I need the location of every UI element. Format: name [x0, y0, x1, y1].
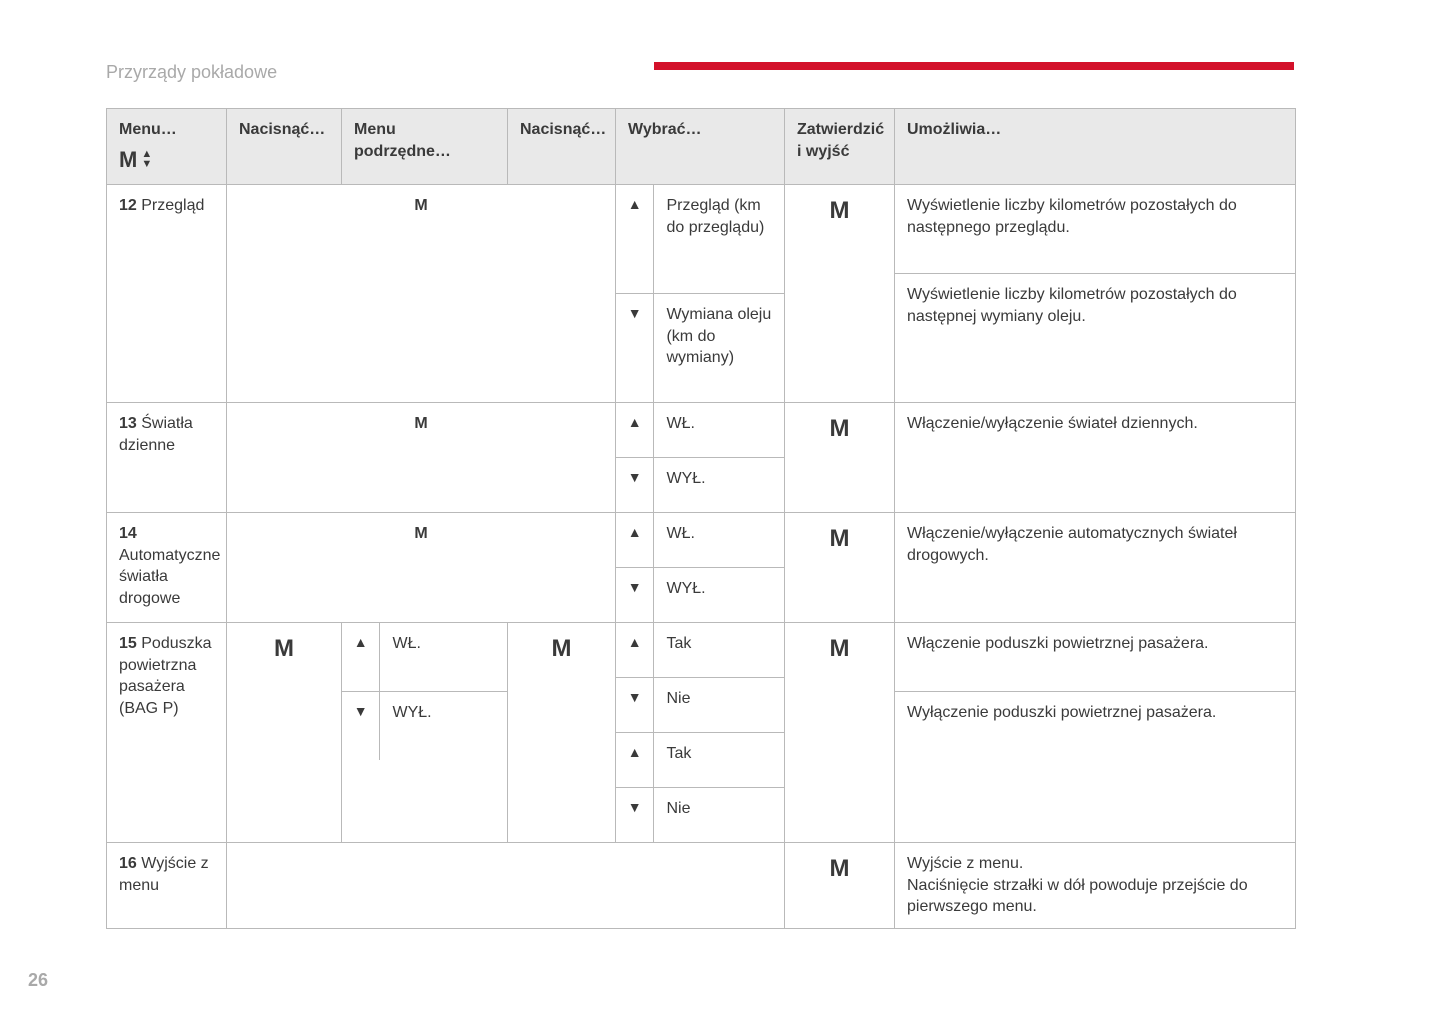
- table-row: 16 Wyjście z menu M Wyjście z menu. Naci…: [107, 842, 1295, 928]
- select-option: Tak: [654, 733, 784, 767]
- table-row: 15 Poduszka powietrzna pasażera (BAG P) …: [107, 622, 1295, 842]
- select-option: Nie: [654, 788, 784, 822]
- menu-title-cell: 16 Wyjście z menu: [107, 843, 227, 928]
- desc-text: Włączenie/wyłączenie automatycznych świa…: [895, 513, 1295, 622]
- menu-title-cell: 15 Poduszka powietrzna pasażera (BAG P): [107, 623, 227, 842]
- up-arrow-icon: ▲: [616, 513, 654, 567]
- press-m-merged: M: [227, 513, 616, 622]
- select-option: WYŁ.: [654, 568, 784, 602]
- header-confirm-line1: Zatwierdzić: [797, 121, 884, 138]
- desc-text: Wyświetlenie liczby kilometrów pozostały…: [895, 273, 1295, 361]
- up-arrow-icon: ▲: [616, 403, 654, 457]
- row-title-text: Przegląd: [141, 197, 204, 214]
- press-m-cell: M: [508, 623, 616, 842]
- m-icon: M: [830, 853, 850, 885]
- select-stack: ▲ Tak ▼ Nie ▲ Tak ▼ Nie: [616, 623, 785, 842]
- col-press2-header: Nacisnąć…: [508, 109, 616, 184]
- m-icon: M: [830, 413, 850, 445]
- col-submenu-header: Menu podrzędne…: [342, 109, 508, 184]
- down-arrow-icon: ▼: [616, 568, 654, 622]
- row-title-text: Automatyczne światła drogowe: [119, 547, 220, 607]
- submenu-option: WŁ.: [380, 623, 507, 691]
- m-icon: M: [402, 185, 439, 227]
- press-m-merged: M: [227, 403, 616, 512]
- menu-title-cell: 14 Automatyczne światła drogowe: [107, 513, 227, 622]
- col-desc-header: Umożliwia…: [895, 109, 1295, 184]
- down-arrow-icon: ▼: [616, 678, 654, 732]
- confirm-cell: M: [785, 623, 895, 842]
- up-arrow-icon: ▲: [616, 733, 654, 787]
- table-row: 14 Automatyczne światła drogowe M ▲ WŁ. …: [107, 512, 1295, 622]
- select-option: WYŁ.: [654, 458, 784, 492]
- menu-title-cell: 13 Światła dzienne: [107, 403, 227, 512]
- row-number: 15: [119, 635, 137, 652]
- down-arrow-icon: ▼: [616, 788, 654, 842]
- desc-stack: Włączenie poduszki powietrznej pasażera.…: [895, 623, 1295, 842]
- m-icon: M: [402, 403, 439, 445]
- submenu-stack: ▲ WŁ. ▼ WYŁ.: [342, 623, 508, 842]
- select-stack: ▲ WŁ. ▼ WYŁ.: [616, 513, 785, 622]
- down-arrow-icon: ▼: [616, 294, 654, 402]
- m-icon: M: [552, 633, 572, 665]
- down-arrow-icon: ▼: [141, 159, 152, 169]
- select-stack: ▲ WŁ. ▼ WYŁ.: [616, 403, 785, 512]
- confirm-cell: M: [785, 513, 895, 622]
- row-number: 13: [119, 415, 137, 432]
- desc-text: Wyjście z menu. Naciśnięcie strzałki w d…: [895, 843, 1295, 928]
- up-arrow-icon: ▲: [616, 623, 654, 677]
- m-icon: M: [274, 633, 294, 665]
- desc-text: Wyłączenie poduszki powietrznej pasażera…: [895, 691, 1295, 759]
- page: Przyrządy pokładowe 26 Menu… M ▲ ▼ Nacis…: [0, 0, 1445, 1019]
- select-option: Wymiana oleju (km do wymiany): [654, 294, 784, 382]
- row-number: 14: [119, 525, 137, 542]
- confirm-cell: M: [785, 185, 895, 402]
- select-option: WŁ.: [654, 403, 784, 437]
- header-submenu-label: Menu podrzędne…: [342, 109, 507, 172]
- up-arrow-icon: ▲: [616, 185, 654, 293]
- col-press1-header: Nacisnąć…: [227, 109, 342, 184]
- m-icon: M: [830, 523, 850, 555]
- menu-title-cell: 12 Przegląd: [107, 185, 227, 402]
- select-option: Nie: [654, 678, 784, 712]
- select-stack: ▲ Przegląd (km do przeglądu) ▼ Wymiana o…: [616, 185, 785, 402]
- accent-bar: [654, 62, 1294, 70]
- header-select-label: Wybrać…: [616, 109, 784, 151]
- table-row: 13 Światła dzienne M ▲ WŁ. ▼ WYŁ.: [107, 402, 1295, 512]
- table-row: 12 Przegląd M ▲ Przegląd (km do przegląd…: [107, 184, 1295, 402]
- down-arrow-icon: ▼: [616, 458, 654, 512]
- confirm-cell: M: [785, 403, 895, 512]
- submenu-option: WYŁ.: [380, 692, 507, 760]
- m-icon: M: [402, 513, 439, 555]
- press-m-cell: M: [227, 623, 342, 842]
- desc-text: Wyświetlenie liczby kilometrów pozostały…: [895, 185, 1295, 273]
- select-option: Przegląd (km do przeglądu): [654, 185, 784, 273]
- header-menu-label: Menu…: [119, 119, 214, 141]
- select-option: Tak: [654, 623, 784, 657]
- select-option: WŁ.: [654, 513, 784, 547]
- desc-text: Włączenie poduszki powietrznej pasażera.: [895, 623, 1295, 691]
- col-confirm-header: Zatwierdzić i wyjść: [785, 109, 895, 184]
- empty-merged-cell: [227, 843, 785, 928]
- m-icon: M: [830, 195, 850, 227]
- section-title: Przyrządy pokładowe: [106, 62, 277, 83]
- row-number: 16: [119, 855, 137, 872]
- header-confirm-line2: i wyjść: [797, 143, 849, 160]
- header-menu-icon: M ▲ ▼: [119, 145, 214, 175]
- up-arrow-icon: ▲: [342, 623, 380, 691]
- down-arrow-icon: ▼: [342, 692, 380, 760]
- table-header-row: Menu… M ▲ ▼ Nacisnąć… Menu podrzędne… Na…: [107, 109, 1295, 184]
- m-icon: M: [119, 145, 137, 175]
- page-number: 26: [28, 970, 48, 991]
- desc-stack: Wyświetlenie liczby kilometrów pozostały…: [895, 185, 1295, 402]
- confirm-cell: M: [785, 843, 895, 928]
- menu-table: Menu… M ▲ ▼ Nacisnąć… Menu podrzędne… Na…: [106, 108, 1296, 929]
- press-m-merged: M: [227, 185, 616, 402]
- m-icon: M: [830, 633, 850, 665]
- desc-text: Włączenie/wyłączenie świateł dziennych.: [895, 403, 1295, 512]
- row-number: 12: [119, 197, 137, 214]
- col-select-header: Wybrać…: [616, 109, 785, 184]
- updown-icon: ▲ ▼: [141, 149, 152, 169]
- col-menu-header: Menu… M ▲ ▼: [107, 109, 227, 184]
